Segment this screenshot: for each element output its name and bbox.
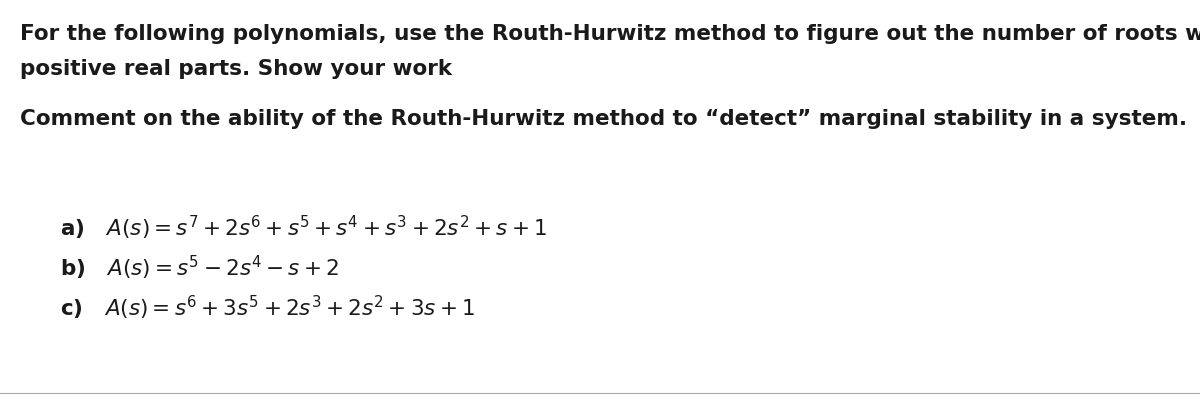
Text: c)   $A(s) = s^6 + 3s^5 + 2s^3 + 2s^2 + 3s + 1$: c) $A(s) = s^6 + 3s^5 + 2s^3 + 2s^2 + 3s… [60, 294, 475, 322]
Text: b)   $A(s) = s^5 - 2s^4 - s + 2$: b) $A(s) = s^5 - 2s^4 - s + 2$ [60, 254, 340, 282]
Text: For the following polynomials, use the Routh-Hurwitz method to figure out the nu: For the following polynomials, use the R… [20, 24, 1200, 44]
Text: a)   $A(s) = s^7 + 2s^6 + s^5 + s^4 + s^3 + 2s^2 + s + 1$: a) $A(s) = s^7 + 2s^6 + s^5 + s^4 + s^3 … [60, 214, 547, 242]
Text: Comment on the ability of the Routh-Hurwitz method to “detect” marginal stabilit: Comment on the ability of the Routh-Hurw… [20, 109, 1187, 129]
Text: positive real parts. Show your work: positive real parts. Show your work [20, 59, 452, 79]
